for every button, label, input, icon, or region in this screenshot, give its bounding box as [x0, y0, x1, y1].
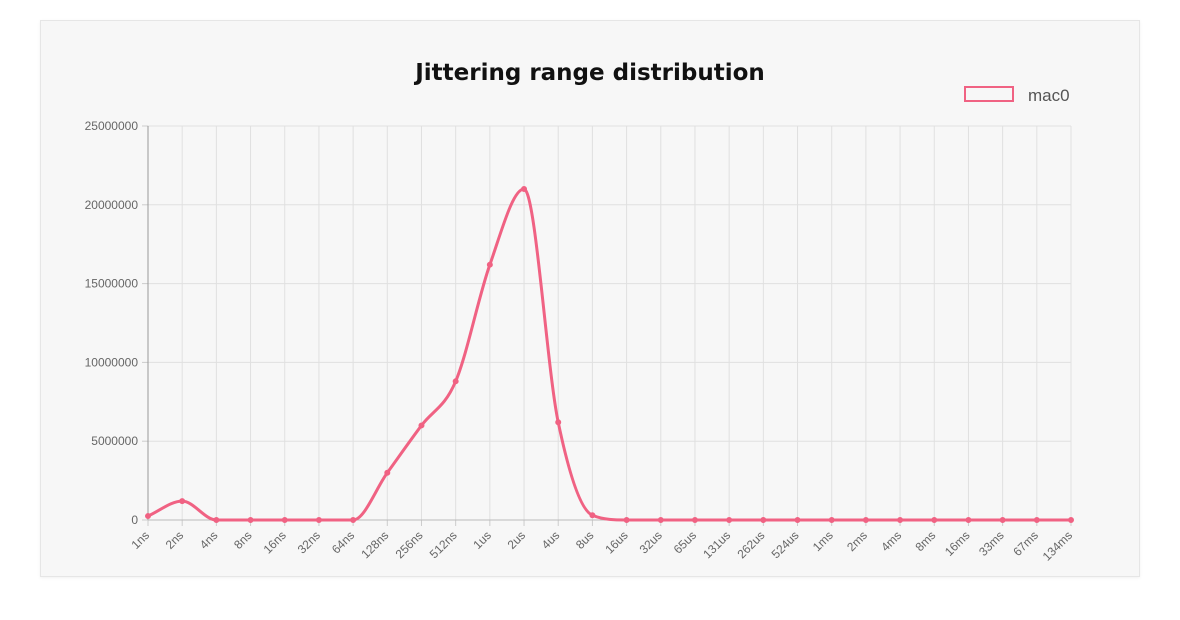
x-tick-label: 32ns [295, 528, 323, 556]
grid [147, 125, 1072, 521]
x-tick-label: 2us [505, 528, 529, 552]
y-tick-label: 0 [131, 513, 138, 527]
data-point [1033, 517, 1040, 523]
x-tick-label: 33ms [976, 528, 1007, 559]
data-point [179, 498, 186, 505]
data-point [999, 517, 1006, 523]
data-point [555, 419, 562, 426]
x-tick-label: 8ms [912, 528, 938, 554]
x-tick-label: 64ns [329, 528, 357, 556]
data-point [350, 517, 357, 523]
x-tick-label: 4ms [878, 528, 904, 554]
y-tick-label: 20000000 [85, 198, 139, 212]
chart-panel [40, 20, 1140, 577]
x-tick-label: 2ms [844, 528, 870, 554]
data-point [315, 517, 322, 523]
chart-title: Jittering range distribution [413, 60, 765, 86]
x-tick-label: 4us [539, 528, 563, 552]
data-point [145, 513, 151, 520]
y-tick-label: 25000000 [85, 119, 139, 133]
data-point [521, 186, 528, 193]
legend-label[interactable]: mac0 [1028, 86, 1070, 105]
data-point [486, 261, 493, 268]
x-tick-label: 512ns [427, 528, 460, 561]
axes [142, 125, 1072, 526]
data-point [418, 422, 425, 429]
x-tick-label: 8us [573, 528, 597, 552]
data-point [384, 469, 391, 476]
data-point [760, 517, 767, 523]
x-tick-label: 1us [470, 528, 494, 552]
data-point [589, 512, 596, 519]
x-tick-label: 32us [637, 528, 665, 556]
data-point [691, 517, 698, 523]
x-tick-label: 134ms [1040, 528, 1075, 563]
x-tick-label: 1ns [129, 528, 153, 552]
data-point [452, 378, 459, 385]
data-point [862, 517, 869, 523]
x-tick-label: 1ms [810, 528, 836, 554]
x-tick-labels: 1ns 2ns 4ns 8ns 16ns 32ns 64ns 128ns 256ns 512ns 1… [129, 528, 1076, 563]
x-tick-label: 262us [734, 528, 767, 561]
legend[interactable]: mac0 [964, 86, 1070, 105]
data-point [931, 517, 938, 523]
y-tick-labels: 0 5000000 10000000 15000000 20000000 25000000 [85, 119, 139, 527]
data-point [281, 517, 288, 523]
data-point [726, 517, 733, 523]
data-point [247, 517, 254, 523]
x-tick-label: 131us [700, 528, 733, 561]
data-point [828, 517, 835, 523]
x-tick-label: 67ms [1010, 528, 1041, 559]
y-tick-label: 15000000 [85, 277, 139, 291]
x-tick-label: 16ns [261, 528, 289, 556]
data-point [213, 517, 220, 523]
x-tick-label: 256ns [393, 528, 426, 561]
y-tick-label: 10000000 [85, 355, 139, 369]
x-tick-label: 524us [769, 528, 802, 561]
data-point [1068, 517, 1074, 523]
x-tick-label: 16ms [942, 528, 973, 559]
x-tick-label: 16us [602, 528, 630, 556]
y-tick-label: 5000000 [91, 434, 138, 448]
series-layer [145, 186, 1074, 523]
x-tick-label: 8ns [231, 528, 255, 552]
data-point [897, 517, 904, 523]
legend-swatch[interactable] [964, 86, 1014, 102]
x-tick-label: 2ns [163, 528, 187, 552]
x-tick-label: 4ns [197, 528, 221, 552]
x-tick-label: 128ns [358, 528, 391, 561]
data-point [965, 517, 972, 523]
data-point [657, 517, 664, 523]
data-point [623, 517, 630, 523]
series-line-mac0 [147, 187, 1071, 522]
data-point [794, 517, 801, 523]
x-tick-label: 65us [671, 528, 699, 556]
